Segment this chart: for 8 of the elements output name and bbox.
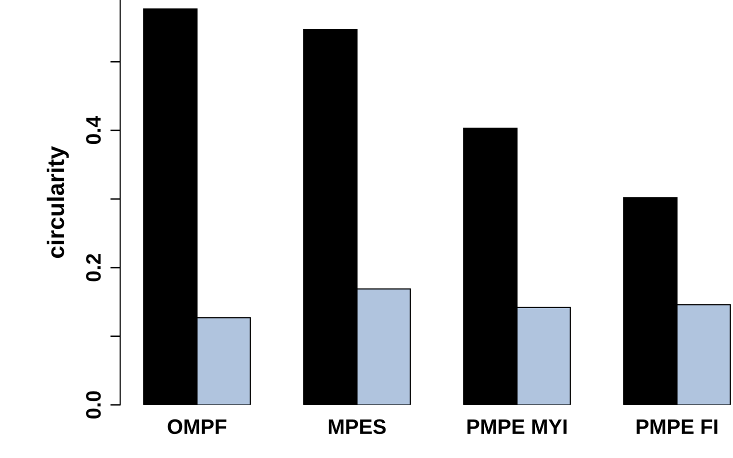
x-tick-label: PMPE MYI	[467, 420, 567, 434]
y-tick-label: 0.4	[86, 116, 101, 144]
y-axis-title: circularity	[46, 146, 69, 258]
y-tick-label: 0.0	[86, 391, 101, 419]
y-tick-label: 0.2	[86, 254, 101, 282]
x-tick-label: PMPE FI	[636, 420, 718, 434]
x-tick-label: MPES	[328, 419, 386, 434]
x-tick-label: OMPF	[168, 419, 226, 434]
